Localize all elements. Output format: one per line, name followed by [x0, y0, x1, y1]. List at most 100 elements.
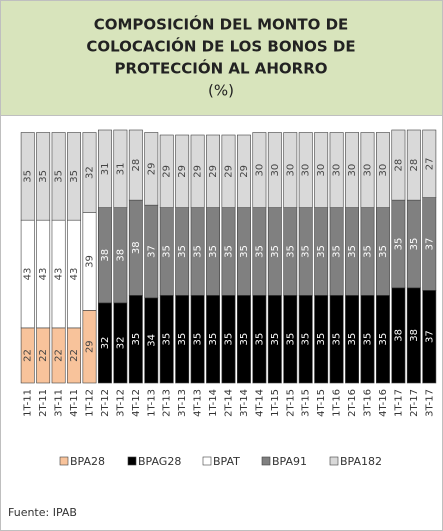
value-label: 35 — [54, 170, 65, 183]
bar-segment — [391, 129, 406, 201]
bar-segment — [128, 129, 143, 201]
bar-segment — [190, 134, 205, 208]
value-label: 35 — [270, 245, 281, 258]
legend-label: BPAT — [213, 455, 240, 468]
value-label: 28 — [131, 159, 142, 172]
value-label: 30 — [285, 164, 296, 177]
bar-segment — [206, 134, 220, 208]
value-label: 30 — [347, 164, 358, 177]
x-tick-label: 2T-12 — [100, 389, 111, 417]
value-label: 35 — [177, 245, 188, 258]
value-label: 32 — [100, 337, 111, 350]
value-label: 35 — [285, 333, 296, 346]
x-tick-label: 2T-14 — [224, 389, 235, 417]
value-label: 35 — [409, 238, 420, 251]
value-label: 28 — [393, 159, 404, 172]
value-label: 35 — [208, 333, 219, 346]
bar-segment — [422, 129, 437, 198]
bar-segment — [329, 132, 344, 208]
bar-segment — [376, 132, 390, 208]
value-label: 38 — [115, 249, 126, 262]
value-label: 32 — [115, 337, 126, 350]
chart-title: COMPOSICIÓN DEL MONTO DE — [94, 15, 349, 34]
source-note: Fuente: IPAB — [8, 506, 77, 519]
value-label: 22 — [23, 349, 34, 362]
value-label: 30 — [301, 164, 312, 177]
value-label: 30 — [378, 164, 389, 177]
value-label: 35 — [347, 245, 358, 258]
value-label: 27 — [424, 157, 435, 170]
x-tick-label: 3T-14 — [239, 389, 250, 417]
value-label: 35 — [378, 333, 389, 346]
value-label: 35 — [69, 170, 80, 183]
bar-segment — [360, 132, 375, 208]
x-tick-label: 3T-13 — [177, 389, 188, 417]
bar-segment — [51, 132, 66, 221]
value-label: 32 — [85, 166, 96, 179]
value-label: 35 — [301, 245, 312, 258]
value-label: 29 — [85, 340, 96, 353]
x-tick-label: 1T-15 — [270, 389, 281, 417]
bar-segment — [221, 134, 236, 208]
x-tick-label: 4T-14 — [254, 389, 265, 417]
bar-segment — [314, 132, 329, 208]
value-label: 29 — [239, 165, 250, 178]
value-label: 35 — [224, 245, 235, 258]
bar-segment — [267, 132, 282, 208]
chart-title: PROTECCIÓN AL AHORRO — [114, 59, 327, 78]
bar-segment — [98, 129, 112, 208]
value-label: 35 — [239, 245, 250, 258]
x-tick-label: 4T-13 — [193, 389, 204, 417]
value-label: 35 — [363, 333, 374, 346]
value-label: 35 — [393, 238, 404, 251]
value-label: 43 — [38, 268, 49, 281]
value-label: 35 — [316, 245, 327, 258]
bar-segment — [144, 132, 159, 206]
value-label: 31 — [115, 162, 126, 175]
value-label: 30 — [363, 164, 374, 177]
value-label: 35 — [193, 245, 204, 258]
value-label: 35 — [162, 245, 173, 258]
x-tick-label: 4T-12 — [131, 389, 142, 417]
x-tick-label: 2T-11 — [38, 389, 49, 417]
value-label: 35 — [23, 170, 34, 183]
bar-segment — [283, 132, 298, 208]
value-label: 37 — [424, 330, 435, 343]
value-label: 29 — [208, 165, 219, 178]
value-label: 35 — [38, 170, 49, 183]
legend-swatch — [59, 456, 69, 466]
value-label: 35 — [177, 333, 188, 346]
x-tick-label: 1T-11 — [23, 389, 34, 417]
value-label: 38 — [100, 249, 111, 262]
value-label: 29 — [177, 165, 188, 178]
x-tick-label: 3T-15 — [301, 389, 312, 417]
x-tick-label: 2T-13 — [162, 389, 173, 417]
value-label: 22 — [38, 349, 49, 362]
chart-subtitle: (%) — [208, 82, 234, 100]
x-tick-label: 2T-15 — [285, 389, 296, 417]
bar-segment — [113, 129, 128, 208]
value-label: 37 — [146, 245, 157, 258]
value-label: 29 — [146, 162, 157, 175]
value-label: 35 — [285, 245, 296, 258]
value-label: 39 — [85, 255, 96, 268]
x-tick-label: 1T-12 — [85, 389, 96, 417]
bar-segment — [20, 132, 35, 221]
x-tick-label: 1T-16 — [332, 389, 343, 417]
value-label: 35 — [254, 333, 265, 346]
legend-label: BPA28 — [70, 455, 105, 468]
legend-swatch — [127, 456, 137, 466]
x-tick-label: 4T-16 — [378, 389, 389, 417]
value-label: 30 — [332, 164, 343, 177]
value-label: 35 — [378, 245, 389, 258]
value-label: 38 — [393, 329, 404, 342]
value-label: 38 — [409, 329, 420, 342]
value-label: 29 — [224, 165, 235, 178]
legend-label: BPA182 — [340, 455, 382, 468]
x-tick-label: 3T-12 — [115, 389, 126, 417]
legend-swatch — [261, 456, 271, 466]
value-label: 37 — [424, 238, 435, 251]
value-label: 35 — [208, 245, 219, 258]
bar-segment — [252, 132, 267, 208]
